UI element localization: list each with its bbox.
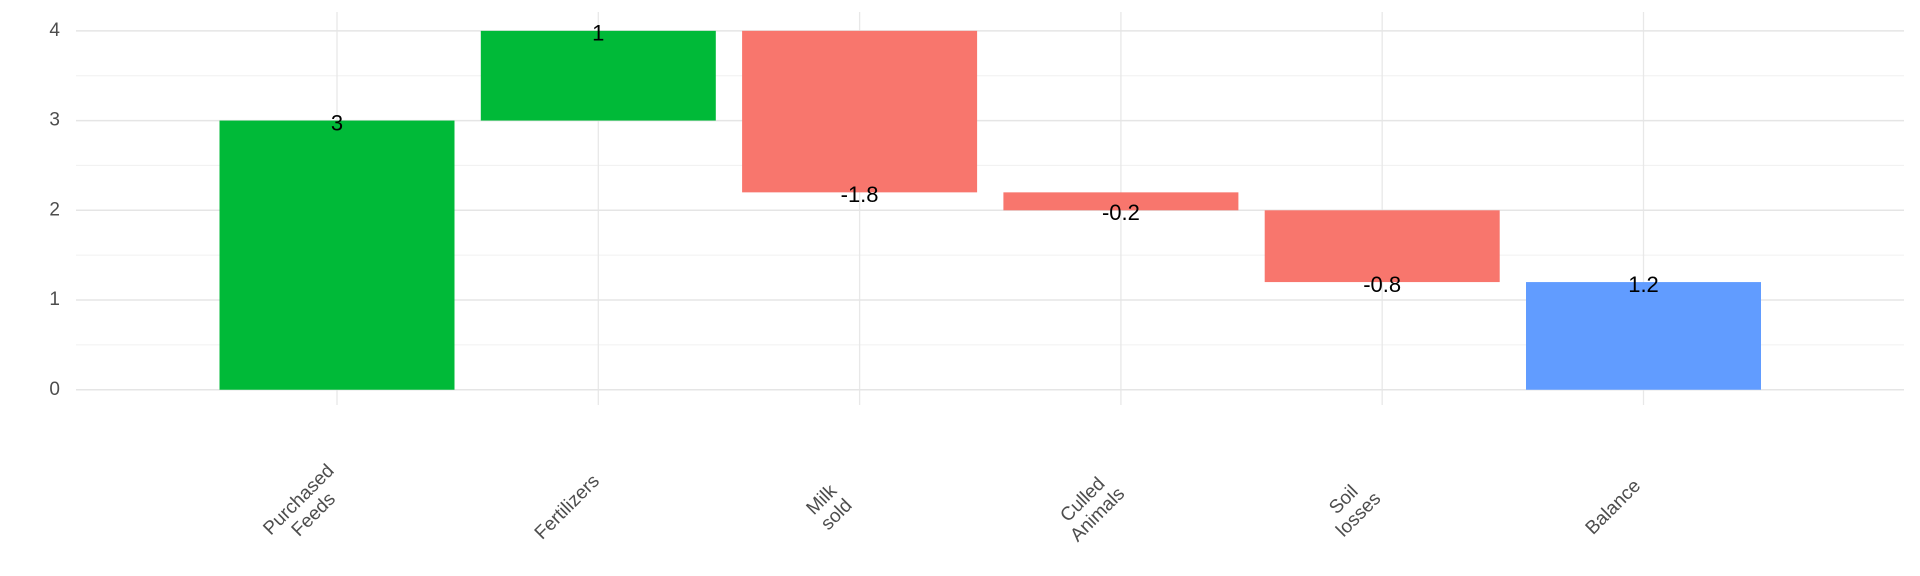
y-tick-label: 1 <box>49 289 60 310</box>
bar <box>742 30 978 193</box>
y-tick-label: 3 <box>49 110 60 131</box>
bar <box>1264 210 1500 283</box>
y-tick-label: 4 <box>49 20 60 41</box>
y-tick-label: 2 <box>49 199 60 220</box>
bar <box>1003 192 1239 211</box>
y-tick-label: 0 <box>49 379 60 400</box>
value-label: -0.2 <box>1102 200 1140 225</box>
value-label: 1 <box>592 21 604 46</box>
bar <box>480 30 716 121</box>
bar <box>1526 282 1761 390</box>
bar <box>219 120 455 390</box>
value-label: -1.8 <box>841 182 879 207</box>
value-label: -0.8 <box>1363 272 1401 297</box>
value-label: 1.2 <box>1628 272 1659 297</box>
value-label: 3 <box>331 110 343 135</box>
